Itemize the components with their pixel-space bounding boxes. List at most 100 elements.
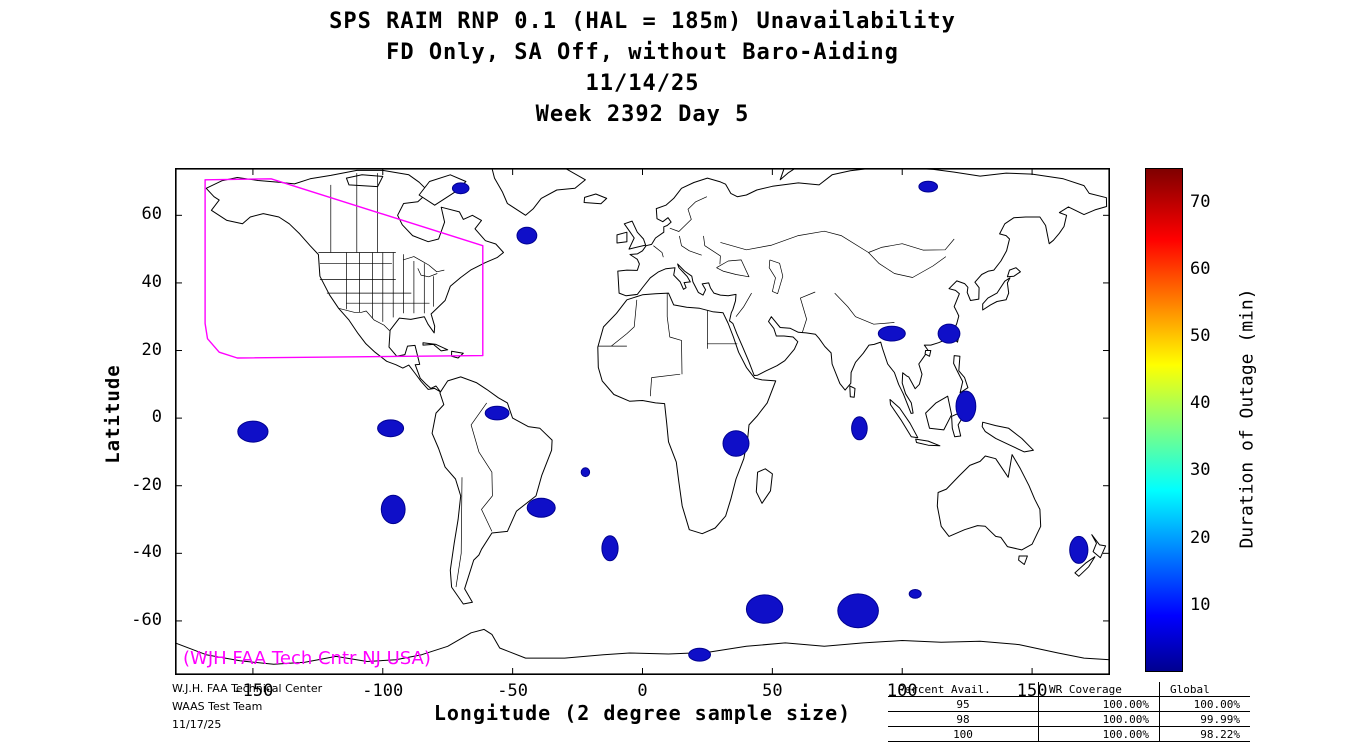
waas-coverage-boundary xyxy=(204,178,484,359)
y-tick-label: 20 xyxy=(141,339,162,360)
coastline xyxy=(1018,555,1028,565)
outage-region xyxy=(722,430,750,457)
colorbar-tick-label: 10 xyxy=(1190,594,1211,615)
credit-line-2: WAAS Test Team xyxy=(172,700,263,713)
y-tick-label: -60 xyxy=(131,609,162,630)
coastline xyxy=(1074,556,1096,577)
avail-cell: 98 xyxy=(888,711,1039,727)
coastline xyxy=(616,231,628,244)
outage-region xyxy=(601,535,619,562)
y-tick-label: 60 xyxy=(141,204,162,225)
outage-region xyxy=(451,182,470,195)
credit-line-3: 11/17/25 xyxy=(172,718,222,731)
country-border xyxy=(720,230,869,253)
coastline xyxy=(451,350,464,359)
plot-frame xyxy=(175,168,1110,675)
outage-region xyxy=(877,325,906,342)
avail-cell: 100.00% xyxy=(1038,726,1160,742)
x-tick-label: -150 xyxy=(232,681,274,701)
country-border xyxy=(834,292,895,325)
x-axis-label: Longitude (2 degree sample size) xyxy=(433,701,852,725)
chart-title: SPS RAIM RNP 0.1 (HAL = 185m) Unavailabi… xyxy=(175,6,1110,130)
coastline xyxy=(953,355,969,394)
country-border xyxy=(402,256,445,273)
coastline xyxy=(936,454,1042,551)
outage-region xyxy=(526,497,556,518)
coastline xyxy=(924,350,932,357)
country-border xyxy=(716,259,750,278)
country-border xyxy=(455,477,463,588)
outage-region xyxy=(484,405,510,421)
avail-col-header-global: Global xyxy=(1159,682,1250,697)
coastline xyxy=(915,438,941,447)
x-tick-label: 50 xyxy=(762,681,783,701)
y-tick-label: 0 xyxy=(151,407,162,428)
colorbar-tick-label: 60 xyxy=(1190,258,1211,279)
outage-region xyxy=(516,226,538,245)
credit-block: W.J.H. FAA Technical Center WAAS Test Te… xyxy=(172,680,322,734)
colorbar-tick-label: 70 xyxy=(1190,191,1211,212)
map-annotation: (WJH FAA Tech Cntr NJ USA) xyxy=(183,648,431,669)
map-plot: (WJH FAA Tech Cntr NJ USA) xyxy=(175,168,1110,675)
y-tick-label: -20 xyxy=(131,474,162,495)
country-border xyxy=(470,402,493,532)
outage-region xyxy=(851,416,868,441)
x-tick-label: 100 xyxy=(886,681,918,701)
avail-cell: 99.99% xyxy=(1159,711,1250,727)
x-tick-label: -100 xyxy=(362,681,404,701)
avail-col-header-percent: Percent Avail. xyxy=(888,682,1039,697)
coastline xyxy=(491,168,586,216)
coastline xyxy=(623,220,647,250)
colorbar xyxy=(1145,168,1183,672)
outage-region xyxy=(908,589,922,599)
coastline xyxy=(1006,267,1021,278)
country-border xyxy=(679,235,702,256)
outage-region xyxy=(377,419,405,438)
colorbar-tick-label: 30 xyxy=(1190,460,1211,481)
avail-cell: 98.22% xyxy=(1159,726,1250,742)
outage-region xyxy=(918,180,939,193)
coastline xyxy=(205,169,504,393)
country-border xyxy=(338,307,390,331)
country-border xyxy=(649,373,681,397)
table-row: 98 100.00% 99.99% xyxy=(888,711,1250,727)
country-border xyxy=(735,292,752,317)
y-tick-label: -40 xyxy=(131,542,162,563)
country-border xyxy=(868,238,955,253)
coastline xyxy=(345,174,384,188)
coastline xyxy=(925,395,953,431)
country-border xyxy=(666,293,683,375)
coastline xyxy=(175,628,1110,675)
country-border xyxy=(768,259,784,295)
coastline xyxy=(617,168,1108,414)
coastline xyxy=(422,342,449,352)
title-line-4: Week 2392 Day 5 xyxy=(535,102,750,127)
outage-region xyxy=(745,594,784,624)
outage-region xyxy=(937,323,961,344)
avail-cell: 100.00% xyxy=(1038,696,1160,712)
coastline xyxy=(889,399,919,439)
coastline xyxy=(779,168,797,181)
title-line-2: FD Only, SA Off, without Baro-Aiding xyxy=(386,40,899,65)
coastline xyxy=(597,292,777,535)
coastline xyxy=(982,277,1011,311)
outage-region xyxy=(580,467,591,478)
colorbar-label: Duration of Outage (min) xyxy=(1236,288,1258,549)
credit-line-1: W.J.H. FAA Technical Center xyxy=(172,682,323,695)
coastline xyxy=(583,193,608,205)
colorbar-tick-label: 50 xyxy=(1190,326,1211,346)
country-border xyxy=(703,235,721,265)
outage-region xyxy=(380,494,406,525)
country-border xyxy=(800,291,816,334)
availability-header-row: Percent Avail. WR Coverage Global xyxy=(888,682,1250,697)
outage-region xyxy=(1069,535,1089,564)
coastline xyxy=(1091,534,1107,559)
country-border xyxy=(653,245,664,258)
avail-cell: 95 xyxy=(888,696,1039,712)
country-border xyxy=(669,196,708,232)
outage-region xyxy=(237,420,269,443)
x-tick-label: 150 xyxy=(1016,681,1048,701)
outage-region xyxy=(955,390,977,423)
avail-cell: 100.00% xyxy=(1038,711,1160,727)
coastline xyxy=(981,421,1034,453)
